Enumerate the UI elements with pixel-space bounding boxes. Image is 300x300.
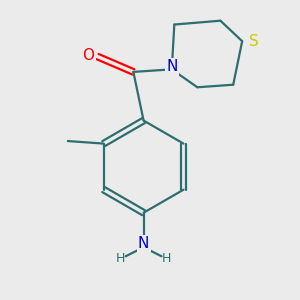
Text: S: S [249,34,259,49]
Text: O: O [82,48,94,63]
Text: N: N [138,236,149,251]
Text: H: H [116,252,125,265]
Text: H: H [162,252,171,265]
Text: N: N [166,59,178,74]
